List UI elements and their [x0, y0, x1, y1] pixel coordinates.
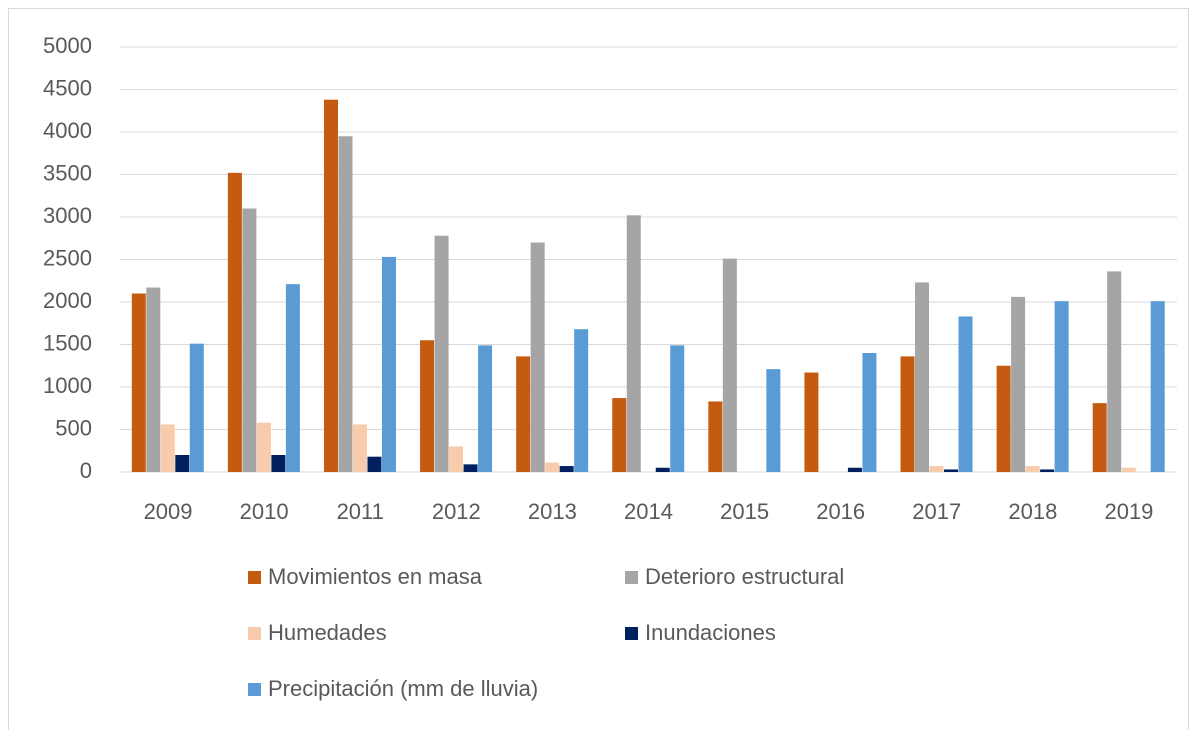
- bar: [862, 353, 877, 472]
- legend-swatch: [625, 627, 638, 640]
- bar: [1092, 403, 1107, 472]
- x-tick-label: 2011: [337, 499, 384, 524]
- x-tick-label: 2017: [912, 499, 961, 524]
- bar: [722, 258, 737, 472]
- bar: [323, 99, 338, 472]
- bar: [559, 466, 574, 472]
- x-tick-label: 2013: [528, 499, 577, 524]
- bar: [915, 282, 930, 472]
- bar: [804, 372, 819, 472]
- legend-label: Deterioro estructural: [645, 564, 844, 589]
- y-tick-label: 4000: [43, 118, 92, 143]
- bar: [1121, 467, 1136, 472]
- legend-swatch: [248, 627, 261, 640]
- bar: [929, 466, 944, 472]
- bar: [1025, 466, 1040, 472]
- bar: [367, 456, 382, 472]
- bar: [1040, 469, 1055, 472]
- bar: [227, 172, 242, 473]
- bar: [271, 455, 286, 472]
- bar: [1107, 271, 1122, 472]
- legend-swatch: [248, 571, 261, 584]
- bar: [242, 208, 257, 472]
- bar: [189, 343, 204, 472]
- y-tick-label: 2000: [43, 288, 92, 313]
- bar: [285, 284, 300, 472]
- bar: [463, 464, 478, 472]
- bar: [708, 401, 723, 472]
- x-tick-label: 2015: [720, 499, 769, 524]
- chart-frame: [8, 8, 1189, 730]
- bar: [478, 345, 493, 472]
- legend-label: Movimientos en masa: [268, 564, 483, 589]
- x-tick-label: 2018: [1008, 499, 1057, 524]
- bar: [1054, 301, 1069, 472]
- bar: [612, 398, 627, 472]
- bar: [1150, 301, 1165, 472]
- bar: [766, 369, 781, 472]
- x-tick-label: 2010: [240, 499, 289, 524]
- bar: [449, 446, 464, 472]
- bar: [530, 242, 545, 472]
- bar: [626, 215, 641, 473]
- y-tick-label: 2500: [43, 245, 92, 270]
- bar: [944, 469, 959, 472]
- bar: [434, 235, 449, 472]
- bar: [670, 345, 685, 472]
- bar: [655, 467, 670, 472]
- bar: [146, 287, 161, 472]
- legend-swatch: [248, 683, 261, 696]
- x-tick-label: 2016: [816, 499, 865, 524]
- x-tick-label: 2014: [624, 499, 673, 524]
- legend-label: Inundaciones: [645, 620, 776, 645]
- bar: [847, 467, 862, 472]
- bar: [175, 455, 190, 472]
- bar: [352, 424, 367, 472]
- y-tick-label: 3500: [43, 160, 92, 185]
- bar: [996, 365, 1011, 472]
- y-tick-label: 5000: [43, 33, 92, 58]
- y-tick-label: 4500: [43, 75, 92, 100]
- x-tick-label: 2012: [432, 499, 481, 524]
- y-tick-label: 3000: [43, 203, 92, 228]
- x-tick-label: 2009: [144, 499, 193, 524]
- y-tick-label: 0: [80, 458, 92, 483]
- x-tick-label: 2019: [1104, 499, 1153, 524]
- legend-swatch: [625, 571, 638, 584]
- bar: [1011, 296, 1026, 472]
- bar: [420, 340, 435, 472]
- y-tick-label: 500: [55, 415, 92, 440]
- bar: [574, 329, 589, 472]
- legend-label: Precipitación (mm de lluvia): [268, 676, 538, 701]
- y-tick-label: 1000: [43, 373, 92, 398]
- y-tick-label: 1500: [43, 330, 92, 355]
- bar: [131, 293, 146, 472]
- bar: [958, 316, 973, 472]
- bar: [516, 356, 531, 472]
- bar: [338, 136, 353, 472]
- legend-label: Humedades: [268, 620, 387, 645]
- bar: [545, 462, 560, 472]
- bar: [256, 422, 271, 472]
- bar: [160, 424, 175, 472]
- bar: [381, 256, 396, 472]
- bar: [900, 356, 915, 472]
